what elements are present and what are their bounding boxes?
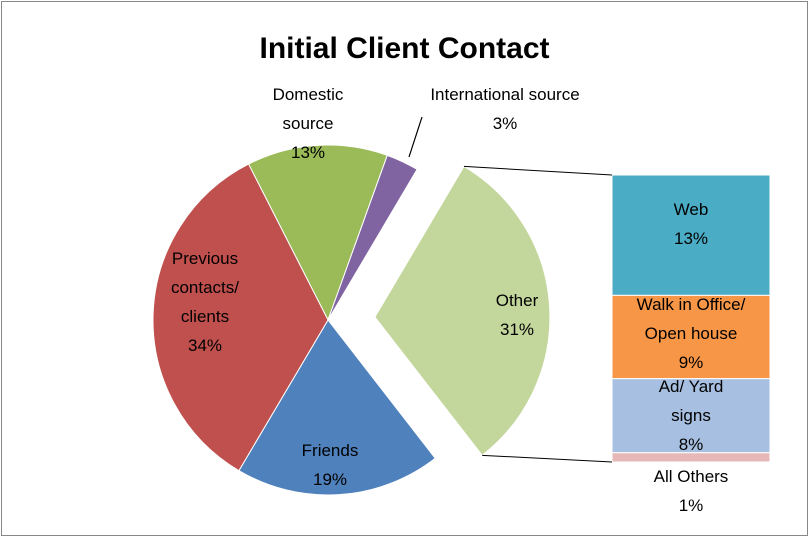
connector-line [463,165,613,176]
slice-label: Domestic source 13% [253,80,363,167]
leader-line [408,116,423,158]
label-value: 9% [678,353,704,372]
pie-slice [238,319,436,496]
bar-label: Walk in Office/ Open house 9% [616,290,766,377]
connector-line [482,454,613,463]
breakdown-bar [611,294,771,380]
bar-label: All Others 1% [616,462,766,520]
label-category: Other [495,291,539,310]
slice-label: Other 31% [467,286,567,344]
slice-label: Previous contacts/ clients 34% [150,244,260,360]
label-value: 8% [678,435,704,454]
label-value: 34% [187,336,223,355]
label-value: 13% [673,229,709,248]
label-value: 3% [492,114,518,133]
bar-label: Web 13% [616,195,766,253]
pie-slice [374,165,551,457]
label-category: Previous contacts/ clients [170,249,240,326]
label-category: Ad/ Yard signs [658,377,724,425]
chart-title: Initial Client Contact [259,32,550,65]
label-value: 1% [678,496,704,515]
label-value: 19% [312,470,348,489]
label-value: 13% [290,143,326,162]
label-category: Walk in Office/ Open house [636,295,746,343]
slice-label: International source 3% [425,80,585,138]
breakdown-bar [611,174,771,296]
label-category: Domestic source [272,85,344,133]
label-category: All Others [653,467,729,486]
label-category: International source [430,85,580,104]
bar-label: Ad/ Yard signs 8% [646,372,736,459]
pie-slice [152,163,329,472]
pie-slice [247,144,388,322]
breakdown-bar [611,452,771,463]
breakdown-bar [611,378,771,454]
label-category: Web [673,200,709,219]
label-value: 31% [499,320,535,339]
label-category: Friends [301,441,359,460]
slice-label: Friends 19% [280,436,380,494]
pie-slice [327,154,418,321]
